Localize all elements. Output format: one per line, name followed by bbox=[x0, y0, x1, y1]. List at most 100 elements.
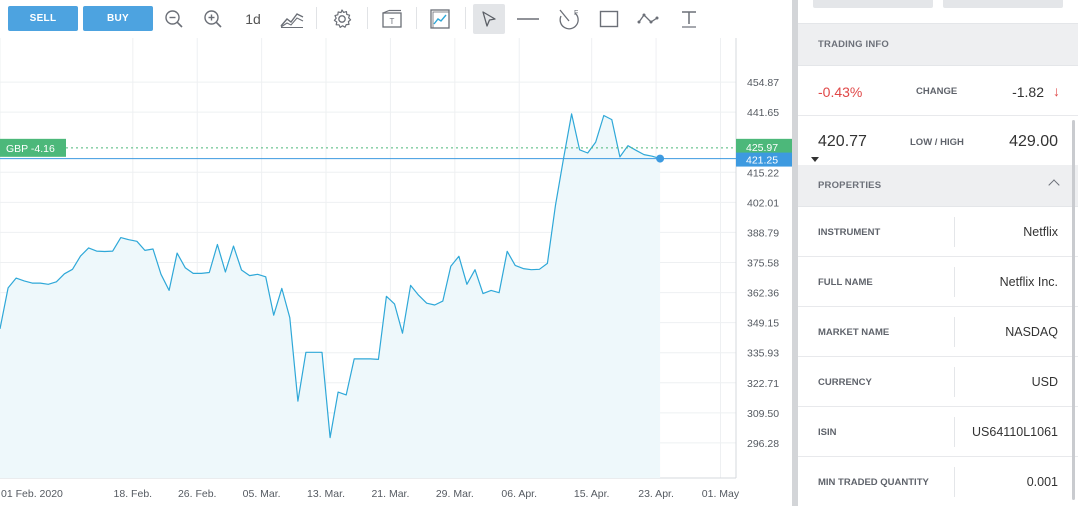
svg-text:T: T bbox=[390, 17, 395, 26]
x-tick-label: 18. Feb. bbox=[114, 488, 153, 500]
fibonacci-icon[interactable]: F bbox=[555, 5, 583, 33]
property-label: ISIN bbox=[818, 427, 837, 438]
chart-type-icon[interactable] bbox=[278, 5, 306, 33]
property-value: NASDAQ bbox=[1005, 325, 1058, 339]
panel-scrollbar[interactable] bbox=[1072, 120, 1075, 500]
x-tick-label: 15. Apr. bbox=[574, 488, 610, 500]
zoom-out-icon[interactable] bbox=[160, 5, 188, 33]
x-tick-label: 06. Apr. bbox=[501, 488, 537, 500]
svg-text:F: F bbox=[574, 10, 578, 17]
zoom-in-icon[interactable] bbox=[199, 5, 227, 33]
property-separator bbox=[954, 467, 955, 497]
property-row: ISIN US64110L1061 bbox=[798, 407, 1078, 457]
gear-icon[interactable] bbox=[328, 5, 356, 33]
trading-info-header[interactable]: TRADING INFO bbox=[798, 24, 1078, 66]
property-row: INSTRUMENT Netflix bbox=[798, 207, 1078, 257]
x-tick-label: 05. Mar. bbox=[243, 488, 281, 500]
y-tick-label: 296.28 bbox=[747, 438, 779, 450]
low-high-label: LOW / HIGH bbox=[910, 137, 964, 148]
property-label: INSTRUMENT bbox=[818, 227, 881, 238]
x-tick-label: 13. Mar. bbox=[307, 488, 345, 500]
change-percent: -0.43% bbox=[818, 84, 863, 100]
y-tick-label: 454.87 bbox=[747, 77, 779, 89]
property-value: USD bbox=[1031, 375, 1058, 389]
caret-down-icon[interactable] bbox=[811, 157, 819, 162]
arrow-down-icon: ↓ bbox=[1053, 83, 1060, 99]
sell-button[interactable]: SELL bbox=[8, 6, 78, 31]
price-line bbox=[0, 113, 661, 439]
current-price-tag: 421.25 bbox=[746, 155, 778, 167]
indicator-icon[interactable] bbox=[426, 5, 454, 33]
x-tick-label: 01 Feb. 2020 bbox=[1, 488, 63, 500]
y-tick-label: 362.36 bbox=[747, 288, 779, 300]
property-row: CURRENCY USD bbox=[798, 357, 1078, 407]
template-icon[interactable]: T bbox=[378, 5, 406, 33]
low-value: 420.77 bbox=[818, 133, 867, 150]
property-separator bbox=[954, 217, 955, 247]
cursor-icon[interactable] bbox=[473, 4, 505, 34]
instrument-panel: TRADING INFO -0.43% CHANGE -1.82 ↓ 420.7… bbox=[798, 0, 1078, 506]
price-chart[interactable]: 454.87 441.65 415.22 402.01 388.79 375.58 362.… bbox=[0, 38, 792, 506]
position-price-tag-box bbox=[736, 138, 792, 155]
x-tick-label: 26. Feb. bbox=[178, 488, 217, 500]
y-tick-label: 402.01 bbox=[747, 197, 779, 209]
property-separator bbox=[954, 417, 955, 447]
toolbar-divider bbox=[416, 7, 417, 29]
y-tick-label: 335.93 bbox=[747, 348, 779, 360]
chart-toolbar: SELL BUY 1d T bbox=[0, 0, 736, 38]
y-tick-label: 441.65 bbox=[747, 107, 779, 119]
high-value: 429.00 bbox=[1009, 133, 1058, 150]
property-separator bbox=[954, 317, 955, 347]
property-row: FULL NAME Netflix Inc. bbox=[798, 257, 1078, 307]
panel-tab-stub[interactable] bbox=[813, 0, 933, 8]
price-area-fill bbox=[0, 113, 661, 479]
toolbar-divider bbox=[465, 7, 466, 29]
toolbar-divider bbox=[316, 7, 317, 29]
horizontal-line-icon[interactable] bbox=[514, 5, 542, 33]
property-value: US64110L1061 bbox=[972, 425, 1058, 439]
change-value: -1.82 bbox=[1012, 84, 1044, 100]
position-tag-label: GBP -4.16 bbox=[6, 143, 55, 155]
current-price-tag-box bbox=[736, 152, 792, 167]
property-separator bbox=[954, 367, 955, 397]
panel-tab-stub[interactable] bbox=[943, 0, 1063, 8]
property-separator bbox=[954, 267, 955, 297]
x-tick-label: 29. Mar. bbox=[436, 488, 474, 500]
text-tool-icon[interactable] bbox=[675, 5, 703, 33]
properties-header[interactable]: PROPERTIES bbox=[798, 165, 1078, 207]
position-tag-box bbox=[0, 138, 66, 157]
panel-top-bar bbox=[798, 0, 1078, 24]
y-tick-label: 388.79 bbox=[747, 227, 779, 239]
property-label: MIN TRADED QUANTITY bbox=[818, 477, 929, 488]
y-tick-label: 309.50 bbox=[747, 408, 779, 420]
x-tick-label: 01. May bbox=[702, 488, 740, 500]
buy-button[interactable]: BUY bbox=[83, 6, 153, 31]
y-tick-label: 349.15 bbox=[747, 318, 779, 330]
property-label: CURRENCY bbox=[818, 377, 872, 388]
y-tick-label: 322.71 bbox=[747, 378, 779, 390]
x-tick-label: 21. Mar. bbox=[371, 488, 409, 500]
change-label: CHANGE bbox=[916, 86, 958, 97]
property-row: MIN TRADED QUANTITY 0.001 bbox=[798, 457, 1078, 506]
property-row: MARKET NAME NASDAQ bbox=[798, 307, 1078, 357]
property-value: 0.001 bbox=[1026, 475, 1058, 489]
y-tick-label: 415.22 bbox=[747, 167, 779, 179]
timeframe-label: 1d bbox=[245, 11, 261, 27]
x-tick-label: 23. Apr. bbox=[638, 488, 674, 500]
position-price-tag: 425.97 bbox=[746, 142, 778, 154]
timeframe-selector[interactable]: 1d bbox=[239, 5, 267, 33]
property-label: FULL NAME bbox=[818, 277, 873, 288]
property-value: Netflix Inc. bbox=[999, 275, 1058, 289]
chart-canvas[interactable]: 454.87 441.65 415.22 402.01 388.79 375.58 362.… bbox=[0, 38, 792, 506]
rectangle-icon[interactable] bbox=[595, 5, 623, 33]
last-price-dot bbox=[656, 154, 665, 163]
path-icon[interactable] bbox=[635, 5, 663, 33]
y-tick-label: 375.58 bbox=[747, 257, 779, 269]
panel-splitter[interactable] bbox=[792, 0, 798, 506]
toolbar-divider bbox=[367, 7, 368, 29]
property-value: Netflix bbox=[1023, 225, 1058, 239]
properties-title: PROPERTIES bbox=[818, 180, 882, 191]
change-row bbox=[798, 66, 1078, 116]
property-label: MARKET NAME bbox=[818, 327, 890, 338]
